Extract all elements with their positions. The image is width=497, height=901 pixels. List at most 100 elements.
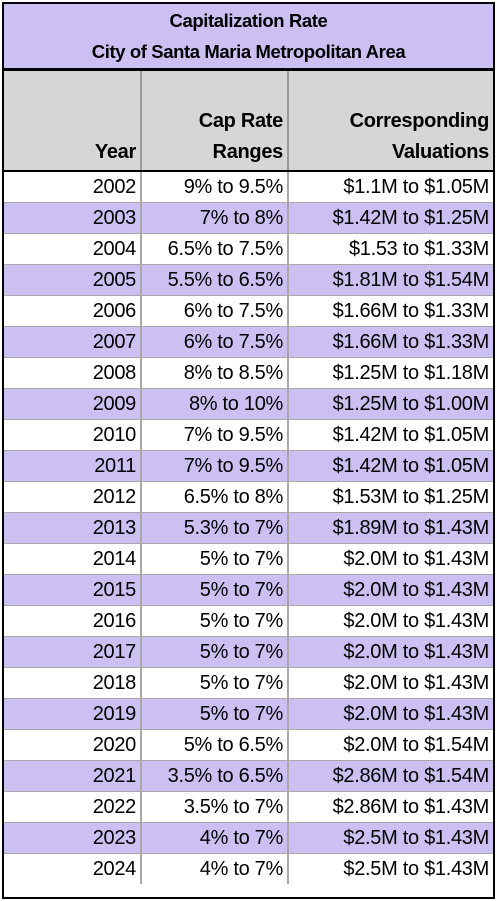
- header-cap-rate: Cap Rate Ranges: [141, 71, 289, 172]
- cap-rate-cell: 6.5% to 7.5%: [141, 233, 289, 265]
- valuation-cell: $1.25M to $1.00M: [288, 388, 493, 420]
- table-row: 2023 4% to 7% $2.5M to $1.43M: [4, 822, 493, 854]
- valuation-cell: $1.81M to $1.54M: [288, 264, 493, 296]
- valuation-cell: $2.5M to $1.43M: [288, 853, 493, 884]
- cap-rate-cell: 8% to 8.5%: [141, 357, 289, 389]
- table-row: 2021 3.5% to 6.5% $2.86M to $1.54M: [4, 760, 493, 792]
- table-row: 2020 5% to 6.5% $2.0M to $1.54M: [4, 729, 493, 761]
- header-valuation-line-2: Valuations: [391, 141, 489, 163]
- header-valuation-line-1: Corresponding: [349, 110, 490, 132]
- year-cell: 2009: [4, 388, 142, 420]
- header-year: Year: [4, 71, 142, 172]
- year-cell: 2010: [4, 419, 142, 451]
- table-row: 2013 5.3% to 7% $1.89M to $1.43M: [4, 512, 493, 544]
- year-cell: 2018: [4, 667, 142, 699]
- table-row: 2002 9% to 9.5% $1.1M to $1.05M: [4, 171, 493, 203]
- table-row: 2024 4% to 7% $2.5M to $1.43M: [4, 853, 493, 884]
- table-row: 2016 5% to 7% $2.0M to $1.43M: [4, 605, 493, 637]
- valuation-cell: $2.5M to $1.43M: [288, 822, 493, 854]
- valuation-cell: $2.0M to $1.43M: [288, 636, 493, 668]
- table-row: 2018 5% to 7% $2.0M to $1.43M: [4, 667, 493, 699]
- year-cell: 2021: [4, 760, 142, 792]
- year-cell: 2022: [4, 791, 142, 823]
- valuation-cell: $2.0M to $1.43M: [288, 605, 493, 637]
- year-cell: 2005: [4, 264, 142, 296]
- cap-rate-cell: 7% to 8%: [141, 202, 289, 234]
- cap-rate-cell: 6% to 7.5%: [141, 326, 289, 358]
- valuation-cell: $2.86M to $1.43M: [288, 791, 493, 823]
- table-row: 2014 5% to 7% $2.0M to $1.43M: [4, 543, 493, 575]
- cap-rate-cell: 4% to 7%: [141, 853, 289, 884]
- year-cell: 2003: [4, 202, 142, 234]
- year-cell: 2020: [4, 729, 142, 761]
- year-cell: 2016: [4, 605, 142, 637]
- year-cell: 2013: [4, 512, 142, 544]
- cap-rate-cell: 4% to 7%: [141, 822, 289, 854]
- table-row: 2015 5% to 7% $2.0M to $1.43M: [4, 574, 493, 606]
- cap-rate-cell: 7% to 9.5%: [141, 419, 289, 451]
- cap-rate-cell: 7% to 9.5%: [141, 450, 289, 482]
- year-cell: 2002: [4, 171, 142, 203]
- valuation-cell: $1.42M to $1.05M: [288, 450, 493, 482]
- valuation-cell: $1.66M to $1.33M: [288, 326, 493, 358]
- table-row: 2004 6.5% to 7.5% $1.53 to $1.33M: [4, 233, 493, 265]
- cap-rate-cell: 6% to 7.5%: [141, 295, 289, 327]
- cap-rate-cell: 6.5% to 8%: [141, 481, 289, 513]
- table-row: 2005 5.5% to 6.5% $1.81M to $1.54M: [4, 264, 493, 296]
- valuation-cell: $1.25M to $1.18M: [288, 357, 493, 389]
- table-row: 2012 6.5% to 8% $1.53M to $1.25M: [4, 481, 493, 513]
- cap-rate-cell: 5.3% to 7%: [141, 512, 289, 544]
- cap-rate-cell: 5% to 7%: [141, 574, 289, 606]
- valuation-cell: $1.42M to $1.25M: [288, 202, 493, 234]
- table-row: 2010 7% to 9.5% $1.42M to $1.05M: [4, 419, 493, 451]
- table-body: 2002 9% to 9.5% $1.1M to $1.05M 2003 7% to 8…: [4, 171, 493, 884]
- header-year-label: Year: [94, 141, 136, 163]
- year-cell: 2015: [4, 574, 142, 606]
- year-cell: 2007: [4, 326, 142, 358]
- valuation-cell: $2.0M to $1.43M: [288, 698, 493, 730]
- cap-rate-cell: 5% to 7%: [141, 605, 289, 637]
- table-row: 2011 7% to 9.5% $1.42M to $1.05M: [4, 450, 493, 482]
- valuation-cell: $2.86M to $1.54M: [288, 760, 493, 792]
- cap-rate-cell: 5% to 6.5%: [141, 729, 289, 761]
- cap-rate-cell: 5% to 7%: [141, 636, 289, 668]
- title-line-2: City of Santa Maria Metropolitan Area: [91, 41, 406, 62]
- year-cell: 2017: [4, 636, 142, 668]
- header-valuation: Corresponding Valuations: [288, 71, 493, 172]
- cap-rate-cell: 3.5% to 7%: [141, 791, 289, 823]
- table-row: 2008 8% to 8.5% $1.25M to $1.18M: [4, 357, 493, 389]
- year-cell: 2008: [4, 357, 142, 389]
- year-cell: 2019: [4, 698, 142, 730]
- cap-rate-cell: 3.5% to 6.5%: [141, 760, 289, 792]
- table-row: 2019 5% to 7% $2.0M to $1.43M: [4, 698, 493, 730]
- cap-rate-cell: 5% to 7%: [141, 543, 289, 575]
- table-row: 2006 6% to 7.5% $1.66M to $1.33M: [4, 295, 493, 327]
- year-cell: 2012: [4, 481, 142, 513]
- table-row: 2003 7% to 8% $1.42M to $1.25M: [4, 202, 493, 234]
- valuation-cell: $1.89M to $1.43M: [288, 512, 493, 544]
- valuation-cell: $1.66M to $1.33M: [288, 295, 493, 327]
- table-row: 2022 3.5% to 7% $2.86M to $1.43M: [4, 791, 493, 823]
- valuation-cell: $1.53 to $1.33M: [288, 233, 493, 265]
- year-cell: 2023: [4, 822, 142, 854]
- year-cell: 2006: [4, 295, 142, 327]
- valuation-cell: $2.0M to $1.43M: [288, 667, 493, 699]
- cap-rate-cell: 9% to 9.5%: [141, 171, 289, 203]
- header-cap-rate-line-1: Cap Rate: [198, 110, 284, 132]
- header-cap-rate-line-2: Ranges: [212, 141, 284, 163]
- cap-rate-cell: 8% to 10%: [141, 388, 289, 420]
- valuation-cell: $2.0M to $1.54M: [288, 729, 493, 761]
- cap-rate-cell: 5% to 7%: [141, 698, 289, 730]
- title-line-1: Capitalization Rate: [169, 10, 328, 31]
- valuation-cell: $2.0M to $1.43M: [288, 543, 493, 575]
- year-cell: 2004: [4, 233, 142, 265]
- year-cell: 2014: [4, 543, 142, 575]
- table-row: 2009 8% to 10% $1.25M to $1.00M: [4, 388, 493, 420]
- table-row: 2007 6% to 7.5% $1.66M to $1.33M: [4, 326, 493, 358]
- table-title: Capitalization Rate City of Santa Maria …: [4, 4, 493, 71]
- valuation-cell: $1.1M to $1.05M: [288, 171, 493, 203]
- valuation-cell: $1.42M to $1.05M: [288, 419, 493, 451]
- cap-rate-cell: 5% to 7%: [141, 667, 289, 699]
- year-cell: 2011: [4, 450, 142, 482]
